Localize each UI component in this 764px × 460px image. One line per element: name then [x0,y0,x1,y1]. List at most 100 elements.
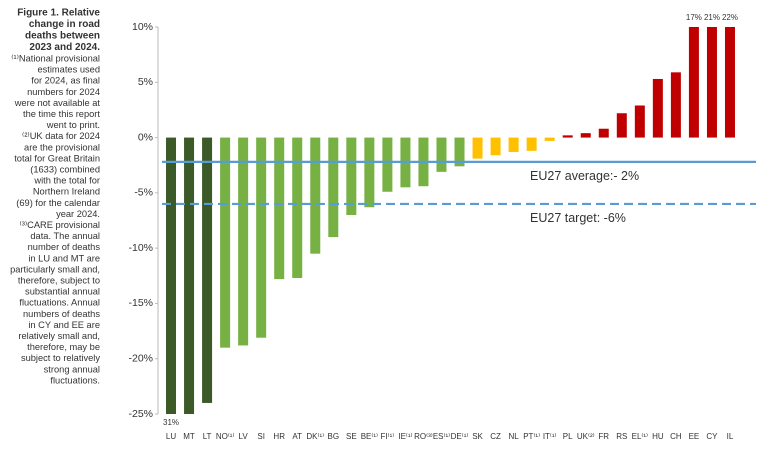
caption-note: went to print. [46,120,100,130]
caption-note: year 2024. [56,209,100,219]
bar [544,137,555,141]
caption-title: 2023 and 2024. [29,42,100,53]
bar [670,72,681,138]
caption-note: particularly small and, [10,264,100,274]
bars [166,27,735,414]
y-tick-label: -20% [128,352,153,364]
x-tick-label: RS [616,432,627,441]
x-tick-label: IE⁽¹⁾ [398,432,412,441]
bar [436,137,447,172]
x-tick-label: AT [292,432,302,441]
caption-note: numbers for 2024 [27,87,100,97]
bar [580,133,591,138]
bar [184,137,195,414]
bar [328,137,339,238]
bar [202,137,213,403]
x-tick-label: NO⁽¹⁾ [216,432,235,441]
x-tick-label: EL⁽¹⁾ [632,432,648,441]
bar [562,135,573,138]
x-tick-label: NL [508,432,519,441]
bar [490,137,501,156]
x-tick-label: SI [257,432,265,441]
y-tick-label: 0% [138,131,153,143]
bar [598,128,609,138]
bar [310,137,321,254]
bar [364,137,375,208]
caption-note: are the provisional [24,142,100,152]
x-tick-label: RO⁽³⁾ [414,432,433,441]
bar [238,137,249,346]
bar [634,105,645,138]
bar [256,137,267,338]
caption-note: total for Great Britain [14,153,100,163]
bar [382,137,393,192]
x-tick-label: PL [563,432,573,441]
caption-note: therefore, subject to [18,275,100,285]
x-tick-label: IT⁽¹⁾ [543,432,557,441]
caption-note: (69) for the calendar [16,198,100,208]
x-tick-label: CH [670,432,682,441]
caption-note: fluctuations. [50,375,100,385]
caption-note: with the total for [33,176,100,186]
bar [706,27,717,138]
x-tick-label: HU [652,432,664,441]
x-tick-label: ES⁽¹⁾ [433,432,450,441]
bar [526,137,537,151]
x-tick-label: SK [472,432,483,441]
bar [274,137,285,280]
x-tick-label: HR [273,432,285,441]
caption-note: therefore, may be [27,342,100,352]
caption-title: deaths between [25,31,100,42]
reference-label: EU27 target: -6% [530,211,626,225]
x-tick-label: CZ [490,432,501,441]
caption-note: estimates used [37,65,100,75]
bar [166,137,177,414]
y-tick-label: -10% [128,242,153,254]
caption-note: were not available at [14,98,101,108]
x-tick-label: BG [328,432,340,441]
caption-note: Northern Ireland [33,187,100,197]
y-tick-label: -15% [128,297,153,309]
x-tick-label: BE⁽¹⁾ [361,432,378,441]
reference-label: EU27 average:- 2% [530,169,639,183]
x-tick-label: FR [598,432,609,441]
caption-note: in LU and MT are [28,253,100,263]
x-tick-label: EE [689,432,700,441]
caption-note: data. The annual [30,231,100,241]
x-tick-label: CY [706,432,718,441]
value-label: 31% [163,418,179,427]
x-tick-label: DE⁽¹⁾ [451,432,469,441]
bar [472,137,483,159]
caption-note: strong annual [44,364,100,374]
bar [688,27,699,138]
x-tick-label: FI⁽¹⁾ [381,432,395,441]
x-tick-label: LT [203,432,212,441]
x-tick-label: PT⁽¹⁾ [523,432,540,441]
caption-note: fluctuations. Annual [19,298,100,308]
x-tick-label: MT [183,432,195,441]
y-tick-label: 10% [132,21,153,33]
y-tick-label: -5% [134,187,153,199]
bar [616,113,627,138]
bar [724,27,735,138]
bar [292,137,303,278]
bar [652,78,663,138]
caption-note: relatively small and, [18,331,100,341]
caption-note: ⁽¹⁾National provisional [11,53,100,63]
caption-note: the time this report [23,109,100,119]
y-tick-label: 5% [138,76,153,88]
caption-note: number of deaths [28,242,101,252]
caption-note: (1633) combined [30,164,100,174]
value-label: 22% [722,13,738,22]
bar [508,137,519,152]
x-tick-label: LV [239,432,249,441]
value-label: 17% [686,13,702,22]
x-tick-label: UK⁽²⁾ [577,432,595,441]
value-label: 21% [704,13,720,22]
caption-note: numbers of deaths [23,309,100,319]
caption-note: in CY and EE are [28,320,100,330]
x-tick-label: SE [346,432,357,441]
bar [454,137,465,167]
bar [346,137,357,215]
caption-note: ⁽³⁾CARE provisional [19,220,100,230]
